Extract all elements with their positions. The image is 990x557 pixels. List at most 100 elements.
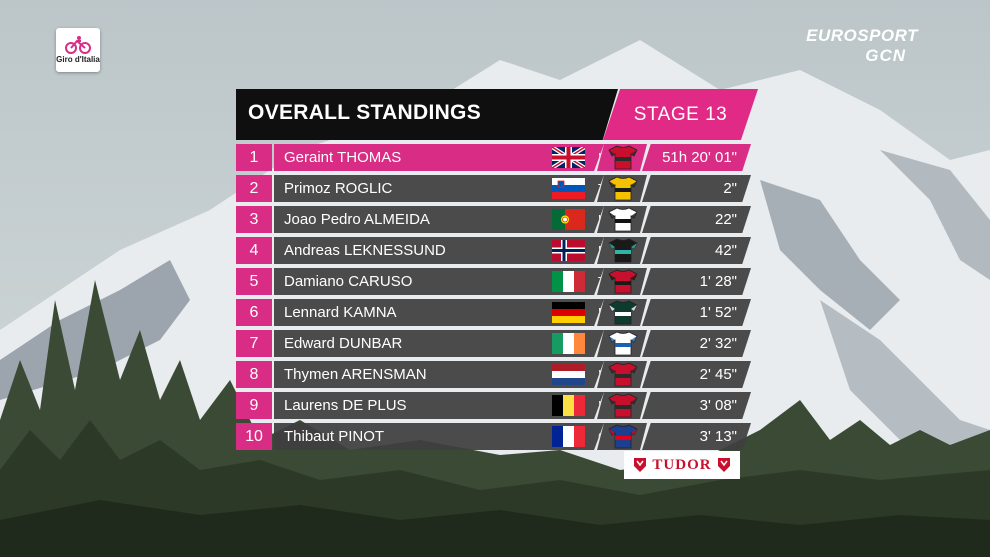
standings-row: 9 Laurens DE PLUS IGD 3' 08" — [236, 392, 751, 419]
standings-title: OVERALL STANDINGS — [248, 101, 482, 124]
country-flag-icon — [552, 302, 585, 323]
jersey-cell — [597, 361, 647, 388]
rider-rank: 10 — [236, 423, 272, 450]
jersey-tbv-icon — [607, 269, 639, 294]
rider-name: Thymen ARENSMAN — [284, 366, 427, 383]
country-flag-icon — [552, 395, 585, 416]
rider-name: Andreas LEKNESSUND — [284, 242, 446, 259]
rider-rank: 7 — [236, 330, 272, 357]
rider-bar: Laurens DE PLUS IGD — [274, 392, 604, 419]
time-cell: 3' 08" — [642, 392, 751, 419]
standings-row: 10 Thibaut PINOT GFC 3' 13" — [236, 423, 751, 450]
jersey-cell — [597, 237, 647, 264]
eurosport-logo-text: EUROSPORT — [806, 26, 918, 45]
rider-bar: Primoz ROGLIC TJV — [274, 175, 604, 202]
jersey-cell — [597, 330, 647, 357]
rider-name: Damiano CARUSO — [284, 273, 413, 290]
eurosport-gcn-logo: EUROSPORT GCN — [798, 26, 918, 66]
rider-bar: Edward DUNBAR JAY — [274, 330, 604, 357]
time-gap: 3' 13" — [699, 428, 737, 445]
rider-rank: 3 — [236, 206, 272, 233]
time-gap: 3' 08" — [699, 397, 737, 414]
standings-row: 5 Damiano CARUSO TBV 1' 28" — [236, 268, 751, 295]
shield-icon — [717, 458, 730, 472]
giro-logo-text: Giro d'Italia — [56, 55, 100, 64]
stage-badge: STAGE 13 — [603, 89, 758, 140]
time-cell: 22" — [642, 206, 751, 233]
standings-row: 2 Primoz ROGLIC TJV 2" — [236, 175, 751, 202]
rider-rank: 9 — [236, 392, 272, 419]
standings-row: 4 Andreas LEKNESSUND DSM 42" — [236, 237, 751, 264]
standings-row: 1 Geraint THOMAS IGD 51h 20' 01" — [236, 144, 751, 171]
rider-name: Laurens DE PLUS — [284, 397, 407, 414]
rider-bar: Damiano CARUSO TBV — [274, 268, 604, 295]
time-cell: 1' 52" — [642, 299, 751, 326]
rider-name: Lennard KAMNA — [284, 304, 397, 321]
time-cell: 3' 13" — [642, 423, 751, 450]
rider-rank: 8 — [236, 361, 272, 388]
jersey-cell — [597, 175, 647, 202]
jersey-igd-icon — [607, 362, 639, 387]
time-gap: 1' 52" — [699, 304, 737, 321]
gcn-logo-text: GCN — [865, 46, 906, 65]
stage-label: STAGE 13 — [633, 104, 728, 125]
jersey-cell — [597, 299, 647, 326]
country-flag-icon — [552, 178, 585, 199]
sponsor-name: TUDOR — [652, 456, 712, 473]
jersey-tjv-icon — [607, 176, 639, 201]
time-gap: 51h 20' 01" — [662, 149, 737, 166]
time-cell: 42" — [642, 237, 751, 264]
giro-ditalia-logo: Giro d'Italia — [56, 28, 100, 72]
time-cell: 2" — [642, 175, 751, 202]
rider-name: Thibaut PINOT — [284, 428, 385, 445]
time-cell: 2' 32" — [642, 330, 751, 357]
rider-name: Primoz ROGLIC — [284, 180, 393, 197]
standings-row: 6 Lennard KAMNA BOH 1' 52" — [236, 299, 751, 326]
country-flag-icon — [552, 333, 585, 354]
rider-bar: Thibaut PINOT GFC — [274, 423, 604, 450]
jersey-jay-icon — [607, 331, 639, 356]
rider-bar: Lennard KAMNA BOH — [274, 299, 604, 326]
jersey-boh-icon — [607, 300, 639, 325]
time-cell: 2' 45" — [642, 361, 751, 388]
standings-header: OVERALL STANDINGS — [236, 89, 618, 140]
country-flag-icon — [552, 147, 585, 168]
time-gap: 2" — [723, 180, 737, 197]
time-gap: 1' 28" — [699, 273, 737, 290]
time-gap: 2' 32" — [699, 335, 737, 352]
rider-rank: 5 — [236, 268, 272, 295]
jersey-cell — [597, 392, 647, 419]
jersey-uad-icon — [607, 207, 639, 232]
country-flag-icon — [552, 426, 585, 447]
rider-name: Joao Pedro ALMEIDA — [284, 211, 430, 228]
rider-bar: Geraint THOMAS IGD — [274, 144, 604, 171]
country-flag-icon — [552, 271, 585, 292]
rider-bar: Thymen ARENSMAN IGD — [274, 361, 604, 388]
time-gap: 22" — [714, 211, 737, 228]
jersey-igd-icon — [607, 145, 639, 170]
country-flag-icon — [552, 209, 585, 230]
tudor-sponsor-logo: TUDOR — [624, 451, 740, 479]
jersey-cell — [597, 144, 647, 171]
time-cell: 1' 28" — [642, 268, 751, 295]
standings-row: 7 Edward DUNBAR JAY 2' 32" — [236, 330, 751, 357]
cyclist-icon — [65, 36, 91, 54]
standings-row: 3 Joao Pedro ALMEIDA UAD 22" — [236, 206, 751, 233]
jersey-cell — [597, 423, 647, 450]
rider-bar: Andreas LEKNESSUND DSM — [274, 237, 604, 264]
jersey-cell — [597, 206, 647, 233]
standings-row: 8 Thymen ARENSMAN IGD 2' 45" — [236, 361, 751, 388]
rider-bar: Joao Pedro ALMEIDA UAD — [274, 206, 604, 233]
time-cell: 51h 20' 01" — [642, 144, 751, 171]
rider-rank: 1 — [236, 144, 272, 171]
time-gap: 2' 45" — [699, 366, 737, 383]
jersey-gfc-icon — [607, 424, 639, 449]
rider-rank: 6 — [236, 299, 272, 326]
rider-rank: 2 — [236, 175, 272, 202]
country-flag-icon — [552, 240, 585, 261]
shield-icon — [634, 458, 647, 472]
rider-name: Edward DUNBAR — [284, 335, 403, 352]
rider-name: Geraint THOMAS — [284, 149, 402, 166]
rider-rank: 4 — [236, 237, 272, 264]
jersey-igd-icon — [607, 393, 639, 418]
